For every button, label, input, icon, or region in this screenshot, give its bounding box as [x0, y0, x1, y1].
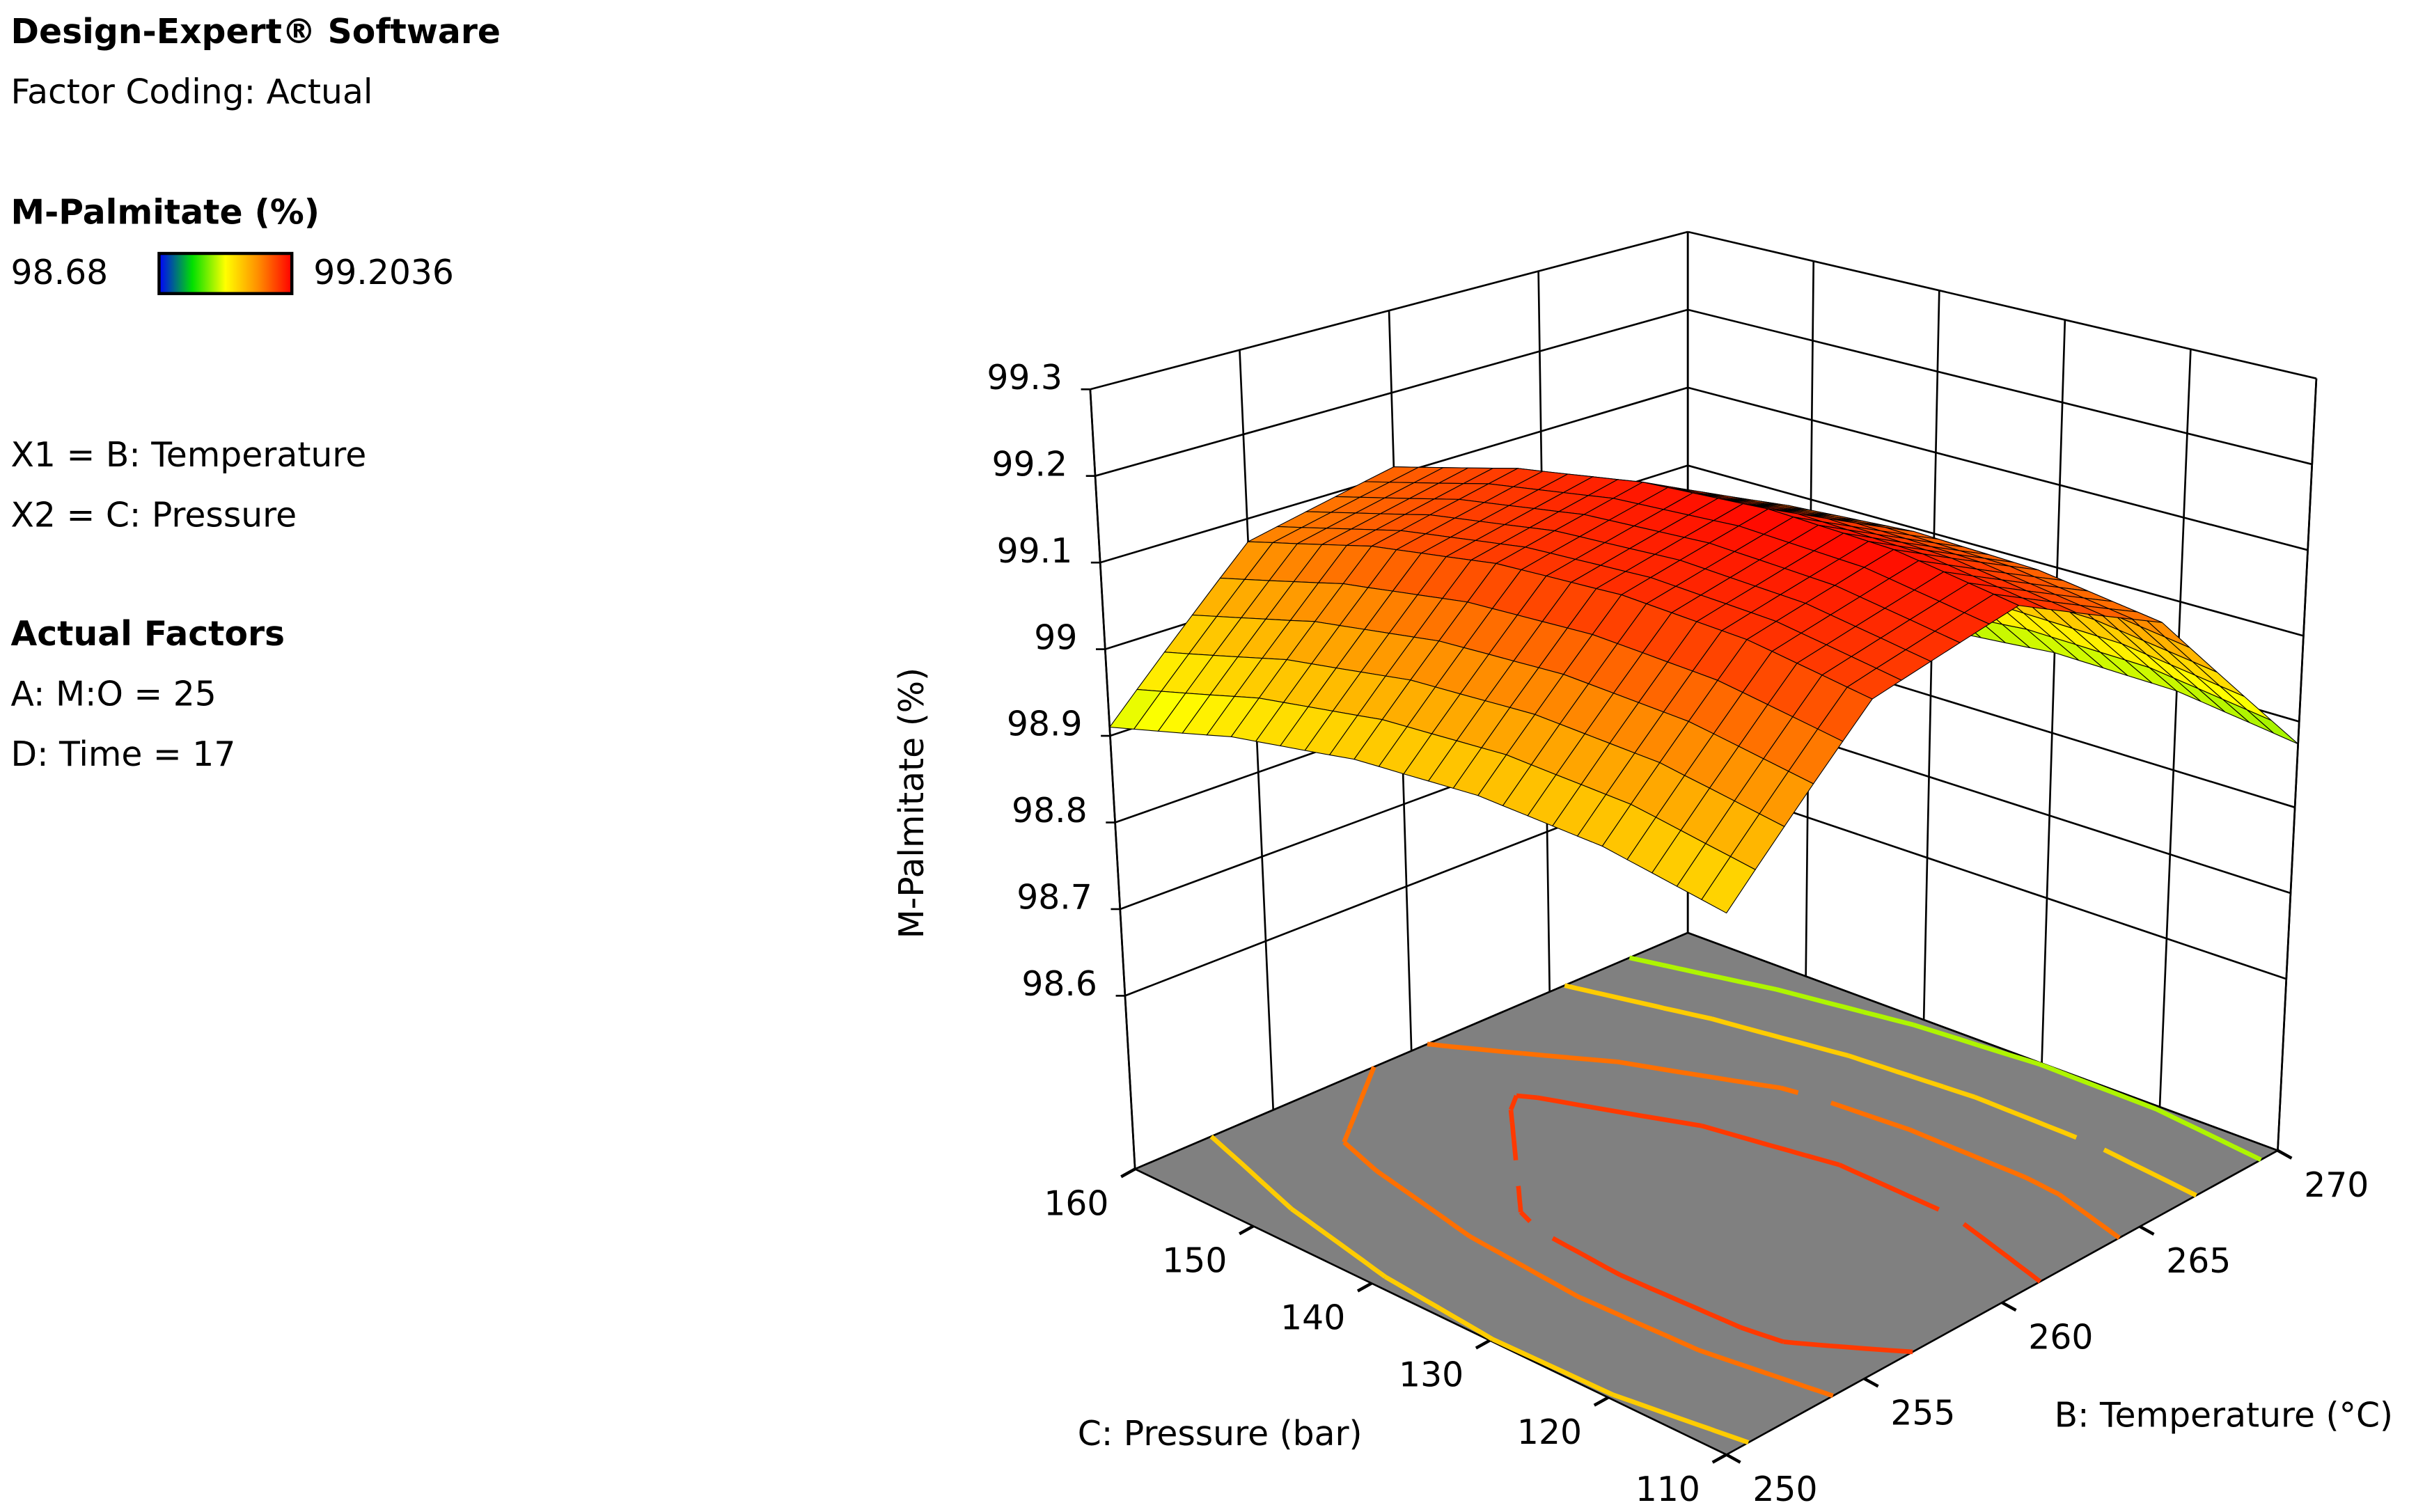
- z-tick-label: 98.9: [1007, 704, 1083, 744]
- x-tick-label: 255: [1890, 1394, 1955, 1433]
- contour-line: [1629, 955, 2262, 1162]
- y-axis-title: C: Pressure (bar): [1078, 1414, 1363, 1454]
- grid-line: [1687, 230, 2317, 380]
- z-tick-label: 98.8: [1012, 791, 1088, 830]
- response-name: M-Palmitate (%): [11, 193, 320, 233]
- z-tick-label: 99.2: [991, 444, 1067, 484]
- z-tick-label: 98.6: [1021, 964, 1097, 1004]
- tick-mark: [1475, 1339, 1491, 1350]
- tick-mark: [1356, 1282, 1373, 1293]
- grid-line: [1687, 308, 2313, 466]
- factor-a: A: M:O = 25: [11, 675, 217, 714]
- y-tick-label: 120: [1517, 1412, 1582, 1452]
- y-tick-label: 150: [1162, 1241, 1227, 1281]
- grid-line: [1089, 389, 1136, 1170]
- actual-factors-title: Actual Factors: [11, 614, 285, 654]
- grid-line: [2158, 349, 2192, 1108]
- contour-line: [1508, 1093, 2042, 1355]
- grid-line: [2041, 320, 2066, 1064]
- plot-area: 98.6 98.7 98.8 98.9 99 99.1 99.2 99.3 250 255 260 2…: [987, 230, 2369, 1509]
- tick-mark: [2139, 1224, 2155, 1236]
- color-min-label: 98.68: [11, 253, 109, 292]
- factor-d: D: Time = 17: [11, 734, 236, 774]
- z-tick-label: 99.1: [997, 531, 1073, 571]
- color-bar: [157, 251, 294, 295]
- floor: [1132, 931, 2280, 1456]
- surface-facet: [1701, 856, 1756, 914]
- grid-line: [2277, 378, 2318, 1151]
- info-panel: Design-Expert® Software Factor Coding: A…: [11, 12, 501, 774]
- x-tick-label: 270: [2304, 1165, 2369, 1205]
- z-tick-label: 99.3: [987, 358, 1062, 397]
- z-tick-label: 98.7: [1017, 878, 1092, 918]
- y-tick-label: 160: [1044, 1184, 1108, 1224]
- y-tick-label: 140: [1280, 1298, 1345, 1338]
- software-title: Design-Expert® Software: [11, 12, 501, 52]
- y-tick-label: 130: [1399, 1355, 1464, 1395]
- tick-mark: [2001, 1301, 2017, 1312]
- surface-facet: [2246, 709, 2299, 745]
- tick-mark: [1120, 1167, 1136, 1179]
- tick-mark: [1863, 1377, 1879, 1388]
- tick-mark: [2277, 1149, 2293, 1160]
- x-tick-label: 265: [2166, 1241, 2231, 1281]
- tick-mark: [1725, 1453, 1741, 1464]
- x-axis-title: B: Temperature (°C): [2055, 1395, 2393, 1435]
- grid-line: [1687, 464, 2304, 637]
- contour-line: [1209, 983, 2197, 1445]
- x-tick-label: 260: [2028, 1317, 2093, 1357]
- y-tick-label: 110: [1635, 1470, 1700, 1509]
- factor-coding: Factor Coding: Actual: [11, 72, 373, 112]
- factor-x1: X1 = B: Temperature: [11, 435, 367, 475]
- z-axis-title: M-Palmitate (%): [892, 668, 932, 939]
- color-max-label: 99.2036: [313, 253, 454, 292]
- x-tick-label: 250: [1752, 1470, 1817, 1509]
- tick-mark: [1593, 1396, 1609, 1407]
- tick-mark: [1711, 1453, 1727, 1464]
- tick-mark: [1239, 1224, 1255, 1236]
- contour-line: [1342, 1041, 2121, 1399]
- factor-x2: X2 = C: Pressure: [11, 495, 297, 535]
- z-tick-label: 99: [1034, 617, 1077, 657]
- grid-line: [1687, 386, 2308, 551]
